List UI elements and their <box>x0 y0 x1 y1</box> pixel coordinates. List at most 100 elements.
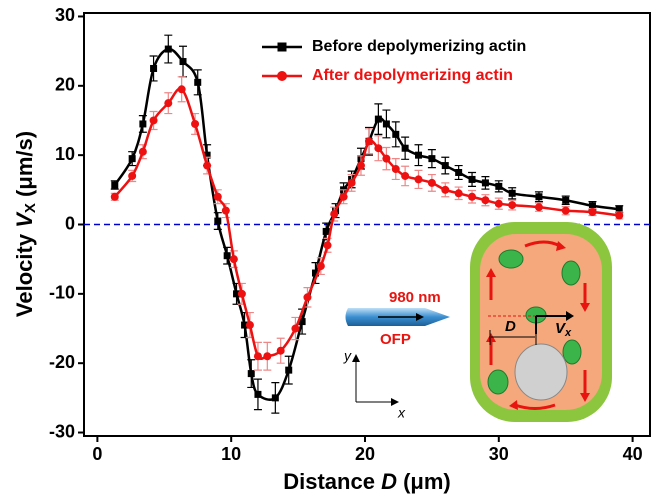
chloroplast <box>487 369 509 395</box>
marker <box>561 206 570 215</box>
marker <box>494 199 503 208</box>
marker <box>322 227 330 235</box>
marker <box>427 178 436 187</box>
marker <box>392 130 400 138</box>
y-tick-label: -10 <box>49 283 75 303</box>
marker <box>468 175 476 183</box>
marker <box>203 151 211 159</box>
marker <box>414 175 423 184</box>
marker <box>441 162 449 170</box>
marker <box>588 202 596 210</box>
marker <box>223 252 231 260</box>
y-tick-label: 10 <box>55 144 75 164</box>
y-axis-label: Velocity VX (μm/s) <box>12 131 39 317</box>
marker <box>330 210 339 219</box>
chloroplast <box>562 339 582 365</box>
laser-head <box>416 313 424 321</box>
marker <box>374 115 382 123</box>
marker <box>382 120 390 128</box>
marker <box>588 208 597 217</box>
marker <box>203 161 212 170</box>
marker <box>365 137 374 146</box>
marker <box>110 192 119 201</box>
marker <box>229 255 238 264</box>
marker <box>441 185 450 194</box>
marker <box>237 289 246 298</box>
marker <box>401 144 409 152</box>
plot: 0 10 20 30 40 -30 -20 -10 0 10 20 30 <box>49 5 651 464</box>
marker <box>303 293 312 302</box>
marker <box>263 352 272 361</box>
y-tick-label: 30 <box>55 5 75 25</box>
marker <box>455 168 463 176</box>
marker <box>382 154 391 163</box>
marker <box>253 352 262 361</box>
y-label-subscript: X <box>22 203 39 213</box>
marker <box>214 217 222 225</box>
marker <box>562 196 570 204</box>
chloroplast <box>498 249 524 269</box>
velocity-label: Vx <box>555 320 572 339</box>
chloroplast <box>561 260 581 286</box>
marker <box>233 290 241 298</box>
marker <box>164 99 173 108</box>
x-axis-label: Distance D (μm) <box>283 469 451 494</box>
marker <box>495 182 503 190</box>
marker <box>247 370 255 378</box>
marker <box>179 58 187 66</box>
marker <box>535 193 543 201</box>
marker <box>111 181 119 189</box>
axis-icon <box>355 358 395 403</box>
marker <box>276 346 285 355</box>
y-label-unit: (μm/s) <box>12 131 37 203</box>
marker <box>241 321 249 329</box>
marker <box>138 147 147 156</box>
x-label-symbol: D <box>381 469 397 494</box>
velocity-head <box>566 311 574 321</box>
marker <box>508 201 517 210</box>
y-label-symbol: V <box>12 211 37 228</box>
marker <box>254 390 262 398</box>
marker <box>191 119 200 128</box>
x-tick-label: 30 <box>489 444 509 464</box>
marker <box>391 165 400 174</box>
laser-label: 980 nm <box>389 289 441 306</box>
marker <box>128 171 137 180</box>
marker <box>374 144 383 153</box>
marker <box>149 116 158 125</box>
marker <box>245 321 254 330</box>
marker <box>615 211 624 220</box>
marker <box>339 192 348 201</box>
x-tick-label: 10 <box>221 444 241 464</box>
legend-marker <box>277 71 287 81</box>
marker <box>291 324 300 333</box>
x-tick-label: 20 <box>355 444 375 464</box>
marker <box>177 85 186 94</box>
y-tick-label: -30 <box>49 421 75 441</box>
marker <box>285 366 293 374</box>
fiber-label: OFP <box>380 331 411 348</box>
marker <box>428 155 436 163</box>
inset-diagram: 980 nm OFP D Vx y x <box>343 222 612 422</box>
x-label-text: Distance <box>283 469 381 494</box>
marker <box>271 394 279 402</box>
axis-icon-heads <box>352 354 399 406</box>
x-tick-label: 0 <box>92 444 102 464</box>
marker <box>150 64 158 72</box>
marker <box>415 151 423 159</box>
distance-label: D <box>505 318 516 335</box>
legend-label: After depolymerizing actin <box>312 67 513 84</box>
marker <box>468 192 477 201</box>
legend-label: Before depolymerizing actin <box>312 38 526 55</box>
velocity-subscript: x <box>564 327 572 339</box>
marker <box>164 45 172 53</box>
marker <box>454 189 463 198</box>
velocity-symbol: V <box>555 320 567 337</box>
y-tick-label: 0 <box>65 213 75 233</box>
marker <box>323 241 332 250</box>
nucleus <box>514 343 568 401</box>
axis-icon-y: y <box>343 348 352 364</box>
x-label-unit: (μm) <box>397 469 451 494</box>
marker <box>213 192 222 201</box>
